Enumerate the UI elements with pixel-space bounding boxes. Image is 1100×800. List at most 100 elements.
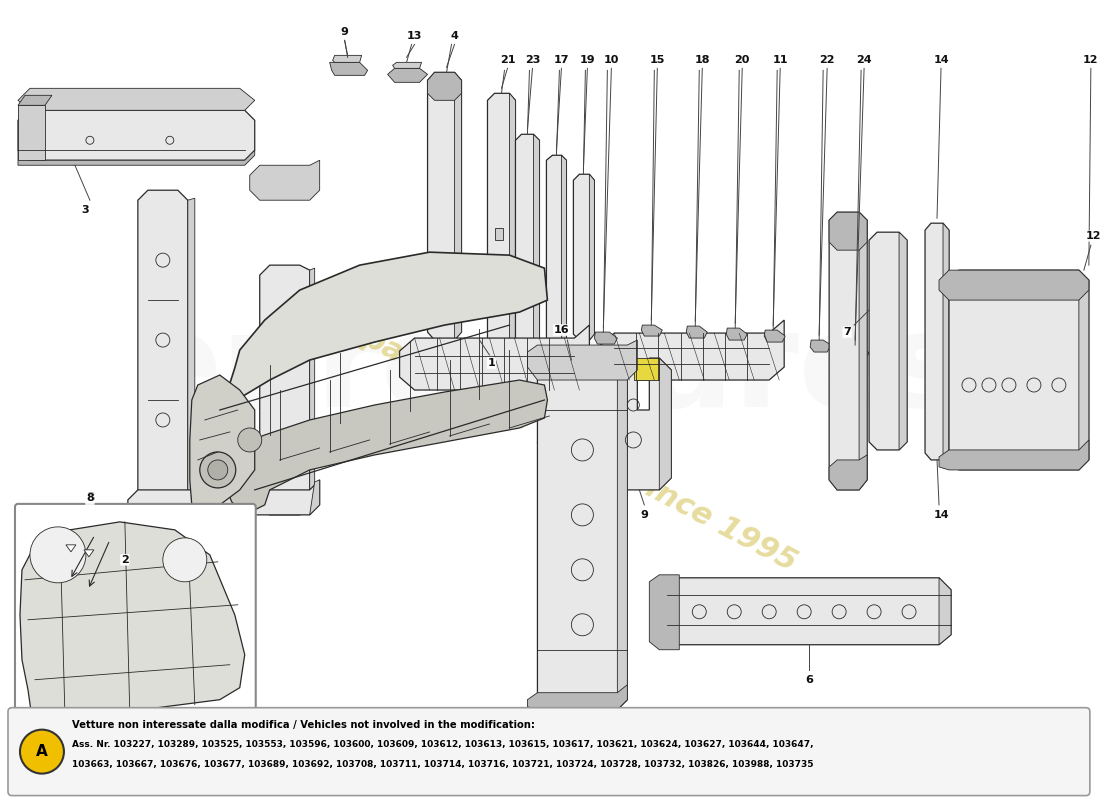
Circle shape: [163, 538, 207, 582]
Polygon shape: [600, 360, 609, 500]
Text: 1: 1: [487, 358, 495, 368]
Polygon shape: [190, 375, 255, 505]
Polygon shape: [949, 270, 1089, 470]
Text: 9: 9: [341, 27, 349, 38]
Polygon shape: [560, 360, 609, 500]
Text: 14: 14: [933, 55, 949, 66]
Polygon shape: [659, 358, 671, 490]
Text: 9: 9: [341, 27, 349, 38]
Text: 103663, 103667, 103676, 103677, 103689, 103692, 103708, 103711, 103714, 103716, : 103663, 103667, 103676, 103677, 103689, …: [72, 760, 813, 769]
Polygon shape: [138, 190, 188, 515]
Text: 19: 19: [580, 55, 595, 66]
Polygon shape: [393, 62, 421, 68]
Polygon shape: [18, 95, 52, 106]
Text: 5: 5: [578, 734, 585, 745]
Text: 15: 15: [650, 55, 666, 66]
Circle shape: [208, 460, 228, 480]
Polygon shape: [943, 223, 949, 460]
Text: Vetture non interessate dalla modifica / Vehicles not involved in the modificati: Vetture non interessate dalla modifica /…: [72, 720, 535, 730]
Text: 9: 9: [640, 510, 648, 520]
Polygon shape: [538, 370, 627, 710]
Text: 10: 10: [604, 55, 619, 66]
Text: 4: 4: [451, 31, 459, 42]
FancyBboxPatch shape: [15, 504, 255, 734]
Polygon shape: [829, 212, 867, 490]
Polygon shape: [547, 155, 567, 350]
Text: 12: 12: [1084, 55, 1099, 66]
Text: 21: 21: [499, 55, 515, 66]
Circle shape: [238, 428, 262, 452]
Polygon shape: [428, 72, 462, 100]
Text: passion for parts since 1995: passion for parts since 1995: [358, 322, 802, 578]
Text: 20: 20: [735, 55, 750, 66]
Polygon shape: [310, 480, 320, 515]
Text: 11: 11: [772, 55, 788, 66]
Text: 17: 17: [553, 55, 569, 66]
Polygon shape: [299, 268, 315, 515]
Text: 14: 14: [933, 510, 949, 520]
Polygon shape: [509, 94, 516, 370]
Text: 8: 8: [86, 491, 94, 504]
Text: 19: 19: [580, 55, 595, 66]
Polygon shape: [869, 232, 907, 450]
Text: 24: 24: [856, 55, 872, 66]
Polygon shape: [250, 160, 320, 200]
Text: 9: 9: [640, 510, 648, 520]
Polygon shape: [20, 522, 244, 718]
Text: 7: 7: [844, 327, 851, 337]
Polygon shape: [454, 72, 462, 340]
Polygon shape: [726, 328, 747, 340]
Polygon shape: [66, 545, 76, 552]
Text: 3: 3: [81, 205, 89, 215]
Polygon shape: [18, 110, 255, 160]
Text: 6: 6: [805, 674, 813, 685]
Polygon shape: [649, 575, 680, 650]
Polygon shape: [487, 94, 516, 370]
Text: 17: 17: [553, 55, 569, 66]
Text: Ass. Nr. 103227, 103289, 103525, 103553, 103596, 103600, 103609, 103612, 103613,: Ass. Nr. 103227, 103289, 103525, 103553,…: [72, 740, 813, 749]
Polygon shape: [178, 198, 195, 515]
Text: 5: 5: [578, 734, 585, 745]
Text: 8: 8: [86, 493, 94, 503]
Circle shape: [20, 730, 64, 774]
Polygon shape: [332, 55, 362, 62]
Polygon shape: [534, 134, 539, 370]
Text: 3: 3: [81, 205, 89, 215]
Text: 16: 16: [553, 325, 569, 335]
Polygon shape: [899, 232, 907, 450]
Polygon shape: [594, 332, 617, 344]
Polygon shape: [330, 62, 367, 75]
Polygon shape: [260, 265, 310, 515]
Polygon shape: [939, 440, 1089, 470]
Polygon shape: [939, 270, 1089, 300]
Text: 22: 22: [820, 55, 835, 66]
Text: 12: 12: [1086, 231, 1100, 241]
Text: A: A: [36, 744, 47, 759]
Polygon shape: [191, 252, 548, 535]
Polygon shape: [829, 212, 867, 250]
Text: 6: 6: [805, 674, 813, 685]
Text: 22: 22: [820, 55, 835, 66]
Polygon shape: [224, 380, 548, 510]
Circle shape: [30, 527, 86, 583]
Polygon shape: [399, 325, 590, 390]
Text: eurospares: eurospares: [132, 306, 967, 434]
Text: 23: 23: [525, 55, 540, 66]
Text: 11: 11: [772, 55, 788, 66]
Text: 23: 23: [525, 55, 540, 66]
Polygon shape: [764, 330, 785, 342]
Polygon shape: [560, 360, 609, 380]
Text: 1: 1: [487, 358, 495, 368]
Polygon shape: [561, 155, 566, 350]
Polygon shape: [84, 550, 94, 557]
Polygon shape: [939, 578, 952, 645]
Text: 4: 4: [451, 31, 459, 42]
Text: 18: 18: [694, 55, 710, 66]
Polygon shape: [516, 134, 539, 370]
Text: 24: 24: [856, 55, 872, 66]
Text: 18: 18: [694, 55, 710, 66]
Polygon shape: [600, 320, 784, 380]
Text: 13: 13: [407, 31, 422, 42]
Polygon shape: [18, 88, 255, 110]
Polygon shape: [387, 68, 428, 82]
